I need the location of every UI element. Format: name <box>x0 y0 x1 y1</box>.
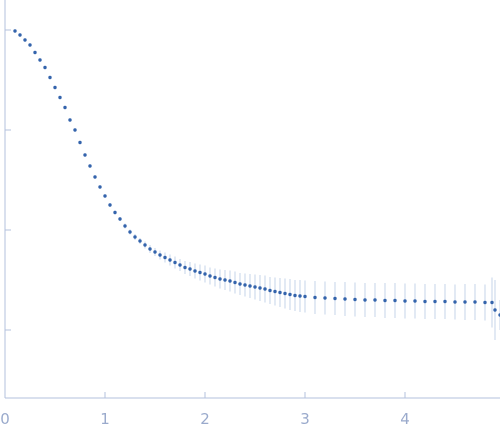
data-point <box>203 272 207 276</box>
data-point <box>58 95 62 100</box>
data-point <box>188 267 192 271</box>
data-point <box>158 253 162 257</box>
data-point <box>293 293 297 298</box>
data-point <box>133 235 137 239</box>
data-point <box>453 300 457 304</box>
data-point <box>28 43 32 47</box>
data-point <box>363 298 367 302</box>
data-point <box>218 277 222 281</box>
data-point <box>403 299 407 303</box>
data-point <box>208 274 212 278</box>
error-bars <box>89 164 500 340</box>
data-point <box>153 250 157 254</box>
data-point <box>333 296 337 301</box>
data-point <box>93 175 97 179</box>
data-point <box>298 294 302 298</box>
data-point <box>463 300 467 304</box>
data-point <box>483 300 487 305</box>
data-point <box>213 275 217 280</box>
data-point <box>163 255 167 260</box>
data-point <box>103 194 107 198</box>
data-point <box>23 38 27 42</box>
data-point <box>18 33 22 37</box>
y-ticks <box>5 29 11 331</box>
data-point <box>288 292 292 297</box>
x-tick-label-1: 1 <box>100 410 110 428</box>
x-ticks: 0 1 2 3 4 <box>0 392 410 428</box>
data-point <box>148 247 152 251</box>
data-point <box>98 185 102 189</box>
data-point <box>258 286 262 290</box>
data-point <box>13 29 17 33</box>
data-point <box>233 280 237 285</box>
x-tick-label-0: 0 <box>0 410 10 428</box>
data-point <box>283 291 287 296</box>
data-point <box>473 300 477 304</box>
x-tick-label-4: 4 <box>400 410 410 428</box>
data-point <box>78 140 82 145</box>
data-point <box>178 263 182 267</box>
data-point <box>53 85 57 90</box>
data-point <box>323 296 327 300</box>
data-point <box>443 299 447 304</box>
data-point <box>238 282 242 286</box>
data-point <box>173 260 177 265</box>
data-point <box>118 217 122 221</box>
data-point <box>493 308 497 312</box>
data-point <box>413 299 417 303</box>
data-point <box>38 58 42 62</box>
data-point <box>423 299 427 304</box>
data-point <box>68 118 72 122</box>
data-point <box>33 50 37 55</box>
data-point <box>313 295 317 300</box>
data-point <box>433 299 437 304</box>
data-point <box>490 300 494 305</box>
data-point <box>253 285 257 289</box>
data-points <box>13 29 500 317</box>
data-point <box>393 298 397 303</box>
data-point <box>353 297 357 302</box>
data-point <box>143 243 147 247</box>
data-point <box>128 230 132 234</box>
x-tick-label-3: 3 <box>300 410 310 428</box>
data-point <box>48 75 52 80</box>
data-point <box>373 298 377 302</box>
data-point <box>73 128 77 132</box>
data-point <box>108 203 112 207</box>
data-point <box>198 270 202 275</box>
data-point <box>343 297 347 301</box>
data-point <box>383 298 387 303</box>
data-point <box>273 289 277 294</box>
data-point <box>268 288 272 293</box>
data-point <box>243 283 247 287</box>
x-tick-label-2: 2 <box>200 410 210 428</box>
data-point <box>278 290 282 295</box>
data-point <box>138 239 142 243</box>
data-point <box>263 287 267 291</box>
data-point <box>83 153 87 157</box>
data-point <box>228 279 232 283</box>
data-point <box>168 258 172 262</box>
data-point <box>88 164 92 168</box>
data-point <box>43 65 47 70</box>
data-point <box>113 210 117 215</box>
data-point <box>63 105 67 110</box>
data-point <box>193 269 197 273</box>
data-point <box>248 284 252 288</box>
data-point <box>303 294 307 299</box>
data-point <box>223 278 227 282</box>
data-point <box>183 265 187 270</box>
data-point <box>123 224 127 228</box>
